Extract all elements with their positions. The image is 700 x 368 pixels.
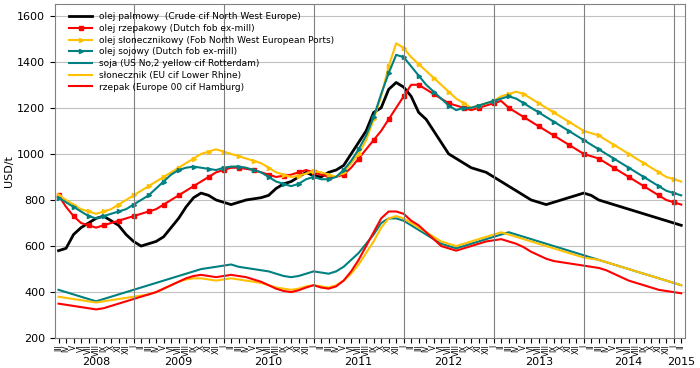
Text: 2011: 2011	[344, 357, 372, 367]
olej palmowy  (Crude cif North West Europe)	[564, 195, 573, 200]
słonecznik (EU cif Lower Rhine)	[392, 214, 400, 218]
słonecznik (EU cif Lower Rhine)	[542, 244, 550, 248]
słonecznik (EU cif Lower Rhine)	[572, 253, 580, 258]
rzepak (Europe 00 cif Hamburg)	[92, 307, 100, 312]
olej sojowy (Dutch fob ex-mill)	[55, 195, 63, 200]
olej słonecznikowy (Fob North West European Ports)	[370, 117, 378, 121]
rzepak (Europe 00 cif Hamburg)	[572, 262, 580, 267]
olej sojowy (Dutch fob ex-mill)	[572, 133, 580, 138]
soja (US No,2 yellow cif Rotterdam)	[55, 288, 63, 292]
olej sojowy (Dutch fob ex-mill)	[677, 193, 685, 198]
soja (US No,2 yellow cif Rotterdam)	[62, 290, 70, 294]
olej słonecznikowy (Fob North West European Ports)	[62, 198, 70, 202]
Line: soja (US No,2 yellow cif Rotterdam): soja (US No,2 yellow cif Rotterdam)	[59, 219, 681, 301]
Line: słonecznik (EU cif Lower Rhine): słonecznik (EU cif Lower Rhine)	[59, 216, 681, 302]
olej sojowy (Dutch fob ex-mill)	[542, 115, 550, 119]
słonecznik (EU cif Lower Rhine)	[340, 279, 348, 283]
słonecznik (EU cif Lower Rhine)	[370, 239, 378, 244]
olej słonecznikowy (Fob North West European Ports)	[542, 106, 550, 110]
słonecznik (EU cif Lower Rhine)	[99, 299, 108, 304]
olej palmowy  (Crude cif North West Europe)	[535, 200, 543, 205]
Text: 2012: 2012	[435, 357, 463, 367]
słonecznik (EU cif Lower Rhine)	[62, 296, 70, 300]
Text: 2013: 2013	[524, 357, 553, 367]
olej palmowy  (Crude cif North West Europe)	[55, 248, 63, 253]
soja (US No,2 yellow cif Rotterdam)	[542, 241, 550, 246]
olej rzepakowy (Dutch fob ex-mill)	[99, 223, 108, 227]
rzepak (Europe 00 cif Hamburg)	[677, 291, 685, 296]
soja (US No,2 yellow cif Rotterdam)	[99, 297, 108, 301]
rzepak (Europe 00 cif Hamburg)	[62, 302, 70, 307]
olej słonecznikowy (Fob North West European Ports)	[92, 212, 100, 216]
rzepak (Europe 00 cif Hamburg)	[55, 301, 63, 306]
Legend: olej palmowy  (Crude cif North West Europe), olej rzepakowy (Dutch fob ex-mill),: olej palmowy (Crude cif North West Europ…	[66, 9, 337, 95]
soja (US No,2 yellow cif Rotterdam)	[340, 265, 348, 269]
olej rzepakowy (Dutch fob ex-mill)	[370, 138, 378, 142]
słonecznik (EU cif Lower Rhine)	[55, 294, 63, 299]
słonecznik (EU cif Lower Rhine)	[677, 283, 685, 287]
rzepak (Europe 00 cif Hamburg)	[99, 306, 108, 311]
Text: 2015: 2015	[667, 357, 695, 367]
olej słonecznikowy (Fob North West European Ports)	[572, 124, 580, 128]
Line: rzepak (Europe 00 cif Hamburg): rzepak (Europe 00 cif Hamburg)	[59, 212, 681, 309]
olej sojowy (Dutch fob ex-mill)	[92, 216, 100, 221]
rzepak (Europe 00 cif Hamburg)	[384, 209, 393, 214]
Text: 2010: 2010	[255, 357, 283, 367]
olej słonecznikowy (Fob North West European Ports)	[677, 179, 685, 184]
rzepak (Europe 00 cif Hamburg)	[370, 230, 378, 234]
olej rzepakowy (Dutch fob ex-mill)	[62, 205, 70, 209]
olej rzepakowy (Dutch fob ex-mill)	[572, 147, 580, 152]
olej palmowy  (Crude cif North West Europe)	[392, 80, 400, 85]
rzepak (Europe 00 cif Hamburg)	[542, 256, 550, 261]
olej słonecznikowy (Fob North West European Ports)	[392, 41, 400, 46]
soja (US No,2 yellow cif Rotterdam)	[384, 216, 393, 221]
Text: 2008: 2008	[82, 357, 110, 367]
olej sojowy (Dutch fob ex-mill)	[392, 53, 400, 57]
olej słonecznikowy (Fob North West European Ports)	[99, 209, 108, 214]
rzepak (Europe 00 cif Hamburg)	[340, 279, 348, 283]
olej sojowy (Dutch fob ex-mill)	[99, 214, 108, 218]
Y-axis label: USD/t: USD/t	[4, 155, 14, 187]
olej palmowy  (Crude cif North West Europe)	[92, 216, 100, 221]
Text: 2009: 2009	[164, 357, 193, 367]
olej rzepakowy (Dutch fob ex-mill)	[340, 173, 348, 177]
olej słonecznikowy (Fob North West European Ports)	[340, 170, 348, 174]
olej rzepakowy (Dutch fob ex-mill)	[407, 82, 415, 87]
soja (US No,2 yellow cif Rotterdam)	[677, 283, 685, 287]
Line: olej palmowy  (Crude cif North West Europe): olej palmowy (Crude cif North West Europ…	[59, 82, 681, 251]
Text: 2014: 2014	[615, 357, 643, 367]
olej palmowy  (Crude cif North West Europe)	[362, 129, 370, 133]
Line: olej sojowy (Dutch fob ex-mill): olej sojowy (Dutch fob ex-mill)	[57, 53, 683, 220]
olej sojowy (Dutch fob ex-mill)	[62, 200, 70, 205]
olej rzepakowy (Dutch fob ex-mill)	[55, 193, 63, 198]
olej palmowy  (Crude cif North West Europe)	[332, 168, 340, 172]
soja (US No,2 yellow cif Rotterdam)	[572, 251, 580, 255]
soja (US No,2 yellow cif Rotterdam)	[92, 299, 100, 304]
olej palmowy  (Crude cif North West Europe)	[62, 246, 70, 251]
Line: olej rzepakowy (Dutch fob ex-mill): olej rzepakowy (Dutch fob ex-mill)	[57, 83, 683, 230]
olej rzepakowy (Dutch fob ex-mill)	[92, 226, 100, 230]
olej palmowy  (Crude cif North West Europe)	[677, 223, 685, 227]
olej rzepakowy (Dutch fob ex-mill)	[542, 129, 550, 133]
Line: olej słonecznikowy (Fob North West European Ports): olej słonecznikowy (Fob North West Europ…	[57, 41, 683, 216]
olej rzepakowy (Dutch fob ex-mill)	[677, 202, 685, 207]
słonecznik (EU cif Lower Rhine)	[92, 300, 100, 305]
olej słonecznikowy (Fob North West European Ports)	[55, 193, 63, 198]
soja (US No,2 yellow cif Rotterdam)	[370, 232, 378, 237]
olej sojowy (Dutch fob ex-mill)	[340, 168, 348, 172]
olej sojowy (Dutch fob ex-mill)	[370, 115, 378, 119]
